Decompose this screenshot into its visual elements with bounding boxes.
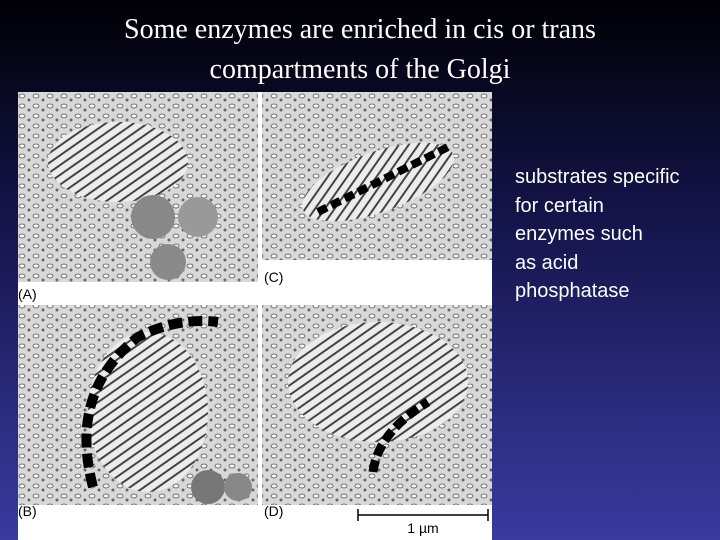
scale-label: 1 µm	[407, 520, 438, 536]
micrograph-figure: (A) (C) (B) (D) 1 µm	[18, 92, 492, 540]
panel-d: (D) 1 µm	[262, 305, 492, 536]
panel-label: (D)	[264, 503, 283, 519]
panel-label: (A)	[18, 286, 37, 302]
body-line: as acid	[515, 251, 579, 274]
panel-a: (A)	[18, 92, 258, 302]
body-line: phosphatase	[515, 280, 630, 302]
body-line: for certain	[515, 194, 604, 217]
title: Some enzymes are enriched in cis or tran…	[0, 10, 720, 90]
body-line: enzymes such	[515, 223, 643, 245]
panel-b: (B)	[18, 305, 258, 519]
title-line: compartments of the Golgi	[209, 54, 511, 85]
panel-c: (C)	[262, 92, 492, 290]
body-text: substrates specific for certain enzymes …	[515, 163, 680, 306]
title-line: Some enzymes are enriched in cis or tran…	[124, 14, 596, 45]
panel-label: (C)	[264, 269, 283, 285]
scale-bar: 1 µm	[357, 509, 489, 536]
body-line: substrates specific	[515, 166, 680, 188]
panel-label: (B)	[18, 503, 37, 519]
